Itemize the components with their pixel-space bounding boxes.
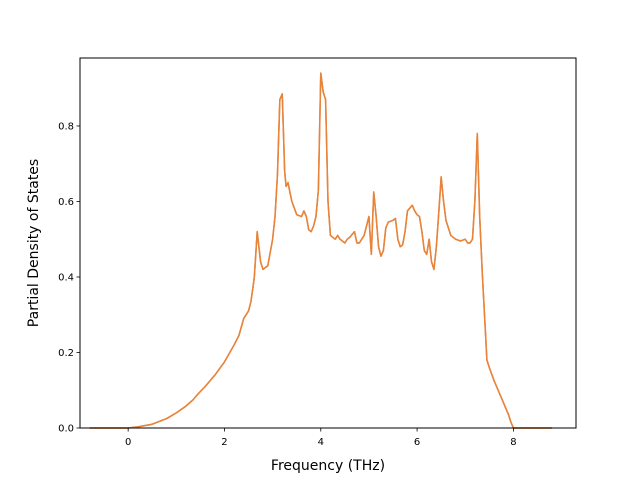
y-tick-label: 0.0 <box>58 424 74 435</box>
y-axis-label: Partial Density of States <box>26 159 42 327</box>
x-axis-label: Frequency (THz) <box>271 458 385 474</box>
y-tick-label: 0.2 <box>58 348 74 359</box>
y-tick-label: 0.6 <box>58 197 74 208</box>
y-tick-label: 0.4 <box>58 272 74 283</box>
x-tick-label: 0 <box>125 437 131 448</box>
x-tick-label: 4 <box>318 437 324 448</box>
series-lines <box>89 72 552 429</box>
y-axis-ticks: 0.0 0.2 0.4 0.6 0.8 <box>58 121 80 435</box>
series-line-1 <box>89 72 552 429</box>
x-tick-label: 2 <box>221 437 227 448</box>
x-axis-ticks: 0 2 4 6 8 <box>125 428 517 448</box>
y-tick-label: 0.8 <box>58 121 74 132</box>
axes-frame <box>79 57 577 429</box>
x-tick-label: 6 <box>414 437 420 448</box>
x-tick-label: 8 <box>510 437 516 448</box>
